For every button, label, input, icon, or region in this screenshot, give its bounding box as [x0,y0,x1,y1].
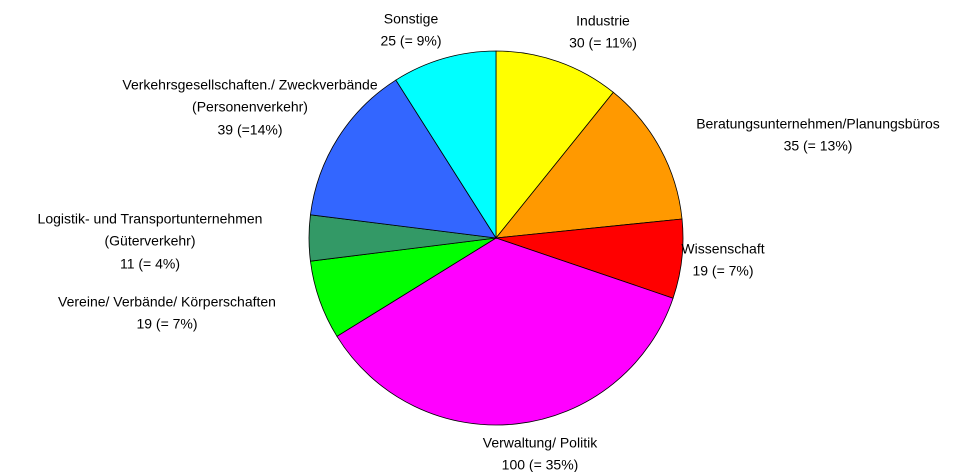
slice-label: (Personenverkehr) [192,99,308,115]
pie-slice [495,50,614,240]
slice-label: Verkehrsgesellschaften./ Zweckverbände [122,77,377,93]
value-label: 35 (= 13%) [784,138,853,154]
pie-slice [309,79,497,239]
slice-label: Industrie [576,13,630,29]
slice-label: Sonstige [384,11,439,27]
pie-slice [395,50,497,240]
value-label: 100 (= 35%) [502,457,579,472]
value-label: 39 (=14%) [218,122,283,138]
slice-label: Verwaltung/ Politik [483,435,598,451]
slice-label: Vereine/ Verbände/ Körperschaften [58,294,276,310]
slice-label: Beratungsunternehmen/Planungsbüros [696,116,940,132]
value-label: 19 (= 7%) [692,263,753,279]
value-label: 19 (= 7%) [136,316,197,332]
slice-label: Wissenschaft [681,241,764,257]
value-label: 25 (= 9%) [380,33,441,49]
value-label: 11 (= 4%) [120,256,180,272]
value-label: 30 (= 11%) [569,35,637,51]
slice-label: (Güterverkehr) [104,233,195,249]
slice-label: Logistik- und Transportunternehmen [38,211,263,227]
pie-slice [495,91,683,239]
